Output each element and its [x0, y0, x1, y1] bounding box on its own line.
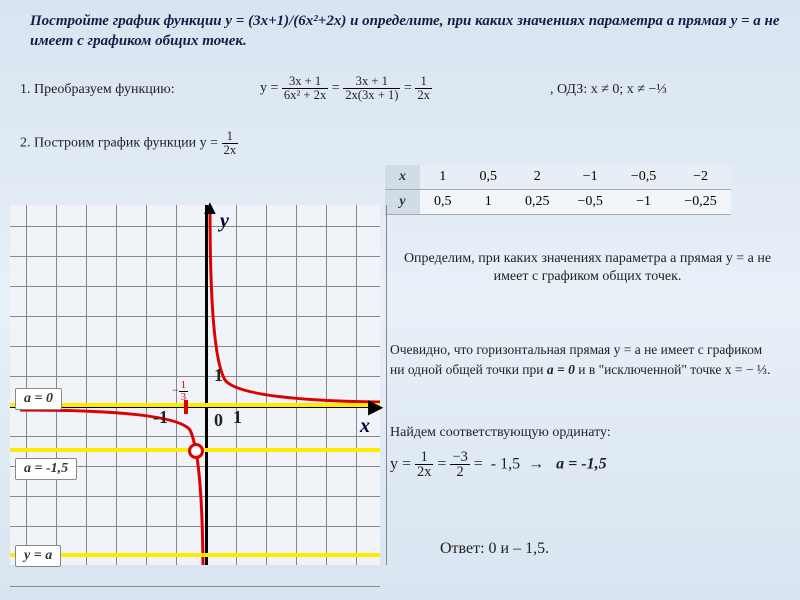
- table-row: x 10,52 −1−0,5−2: [385, 165, 731, 190]
- excluded-point: [188, 443, 204, 459]
- final-answer: Ответ: 0 и – 1,5.: [440, 540, 549, 558]
- tick-y1: 1: [214, 365, 223, 386]
- tick-xneg1: -1: [153, 407, 168, 428]
- tick-zero: 0: [214, 410, 223, 431]
- hyperbola-curve: [10, 205, 380, 565]
- label-a-neg15: a = -1,5: [15, 458, 77, 480]
- paragraph-find: Найдем соответствующую ординату:: [390, 425, 611, 441]
- table-row: y 0,510,25 −0,5−1−0,25: [385, 190, 731, 215]
- y-axis-label: y: [220, 210, 229, 233]
- step2-label: 2. Построим график функции y = 12x: [20, 130, 238, 156]
- transform-formula: y = 3x + 16x² + 2x = 3x + 12x(3x + 1) = …: [260, 75, 432, 101]
- step1-label: 1. Преобразуем функцию:: [20, 82, 175, 98]
- paragraph-obvious: Очевидно, что горизонтальная прямая y = …: [390, 340, 780, 381]
- problem-title: Постройте график функции y = (3x+1)/(6x²…: [30, 12, 780, 51]
- line-a-zero: [10, 403, 380, 407]
- tick-x1: 1: [233, 407, 242, 428]
- paragraph-determine: Определим, при каких значениях параметра…: [400, 250, 775, 286]
- line-y-equals-a: [10, 553, 380, 557]
- calculation: y = 12x = −32 = - 1,5 → a = -1,5: [390, 450, 607, 480]
- domain-condition: , ОДЗ: x ≠ 0; x ≠ −⅓: [550, 82, 667, 98]
- label-y-equals-a: y = a: [15, 545, 61, 567]
- function-graph: /*generated below*/ −13 y x ▲ ▶ 1 1 -1 0…: [10, 205, 380, 585]
- label-a-zero: a = 0: [15, 388, 62, 410]
- excluded-x-label: −13: [172, 380, 188, 403]
- values-table: x 10,52 −1−0,5−2 y 0,510,25 −0,5−1−0,25: [385, 165, 731, 215]
